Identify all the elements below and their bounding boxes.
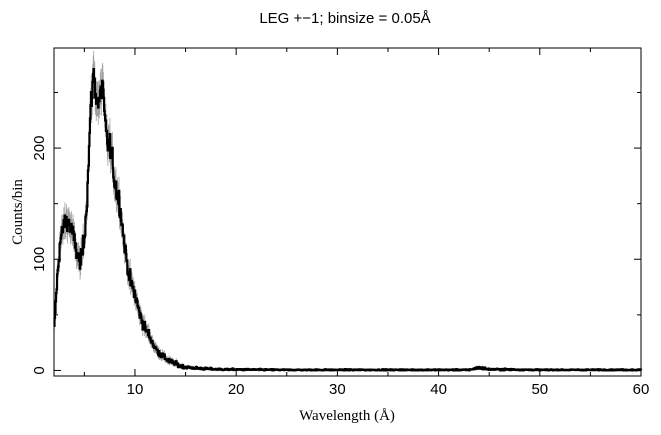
y-tick-label: 100: [31, 247, 48, 272]
x-axis: 10 20 30 40 50 60: [83, 48, 650, 398]
y-tick-label: 200: [31, 136, 48, 161]
y-axis: 0 100 200: [31, 91, 641, 375]
x-tick-label: 20: [228, 381, 245, 398]
plot-frame: [53, 47, 642, 377]
y-axis-label: Counts/bin: [10, 179, 26, 245]
x-tick-label: 30: [329, 381, 346, 398]
series-line-0: [53, 68, 643, 372]
x-tick-label: 50: [531, 381, 548, 398]
x-axis-label: Wavelength (Å): [299, 408, 395, 424]
x-tick-label: 10: [127, 381, 144, 398]
x-tick-label: 40: [430, 381, 447, 398]
x-tick-label: 60: [633, 381, 650, 398]
y-tick-label: 0: [31, 366, 48, 374]
plot-area: [53, 50, 643, 372]
chart-title: LEG +−1; binsize = 0.05Å: [259, 10, 430, 27]
